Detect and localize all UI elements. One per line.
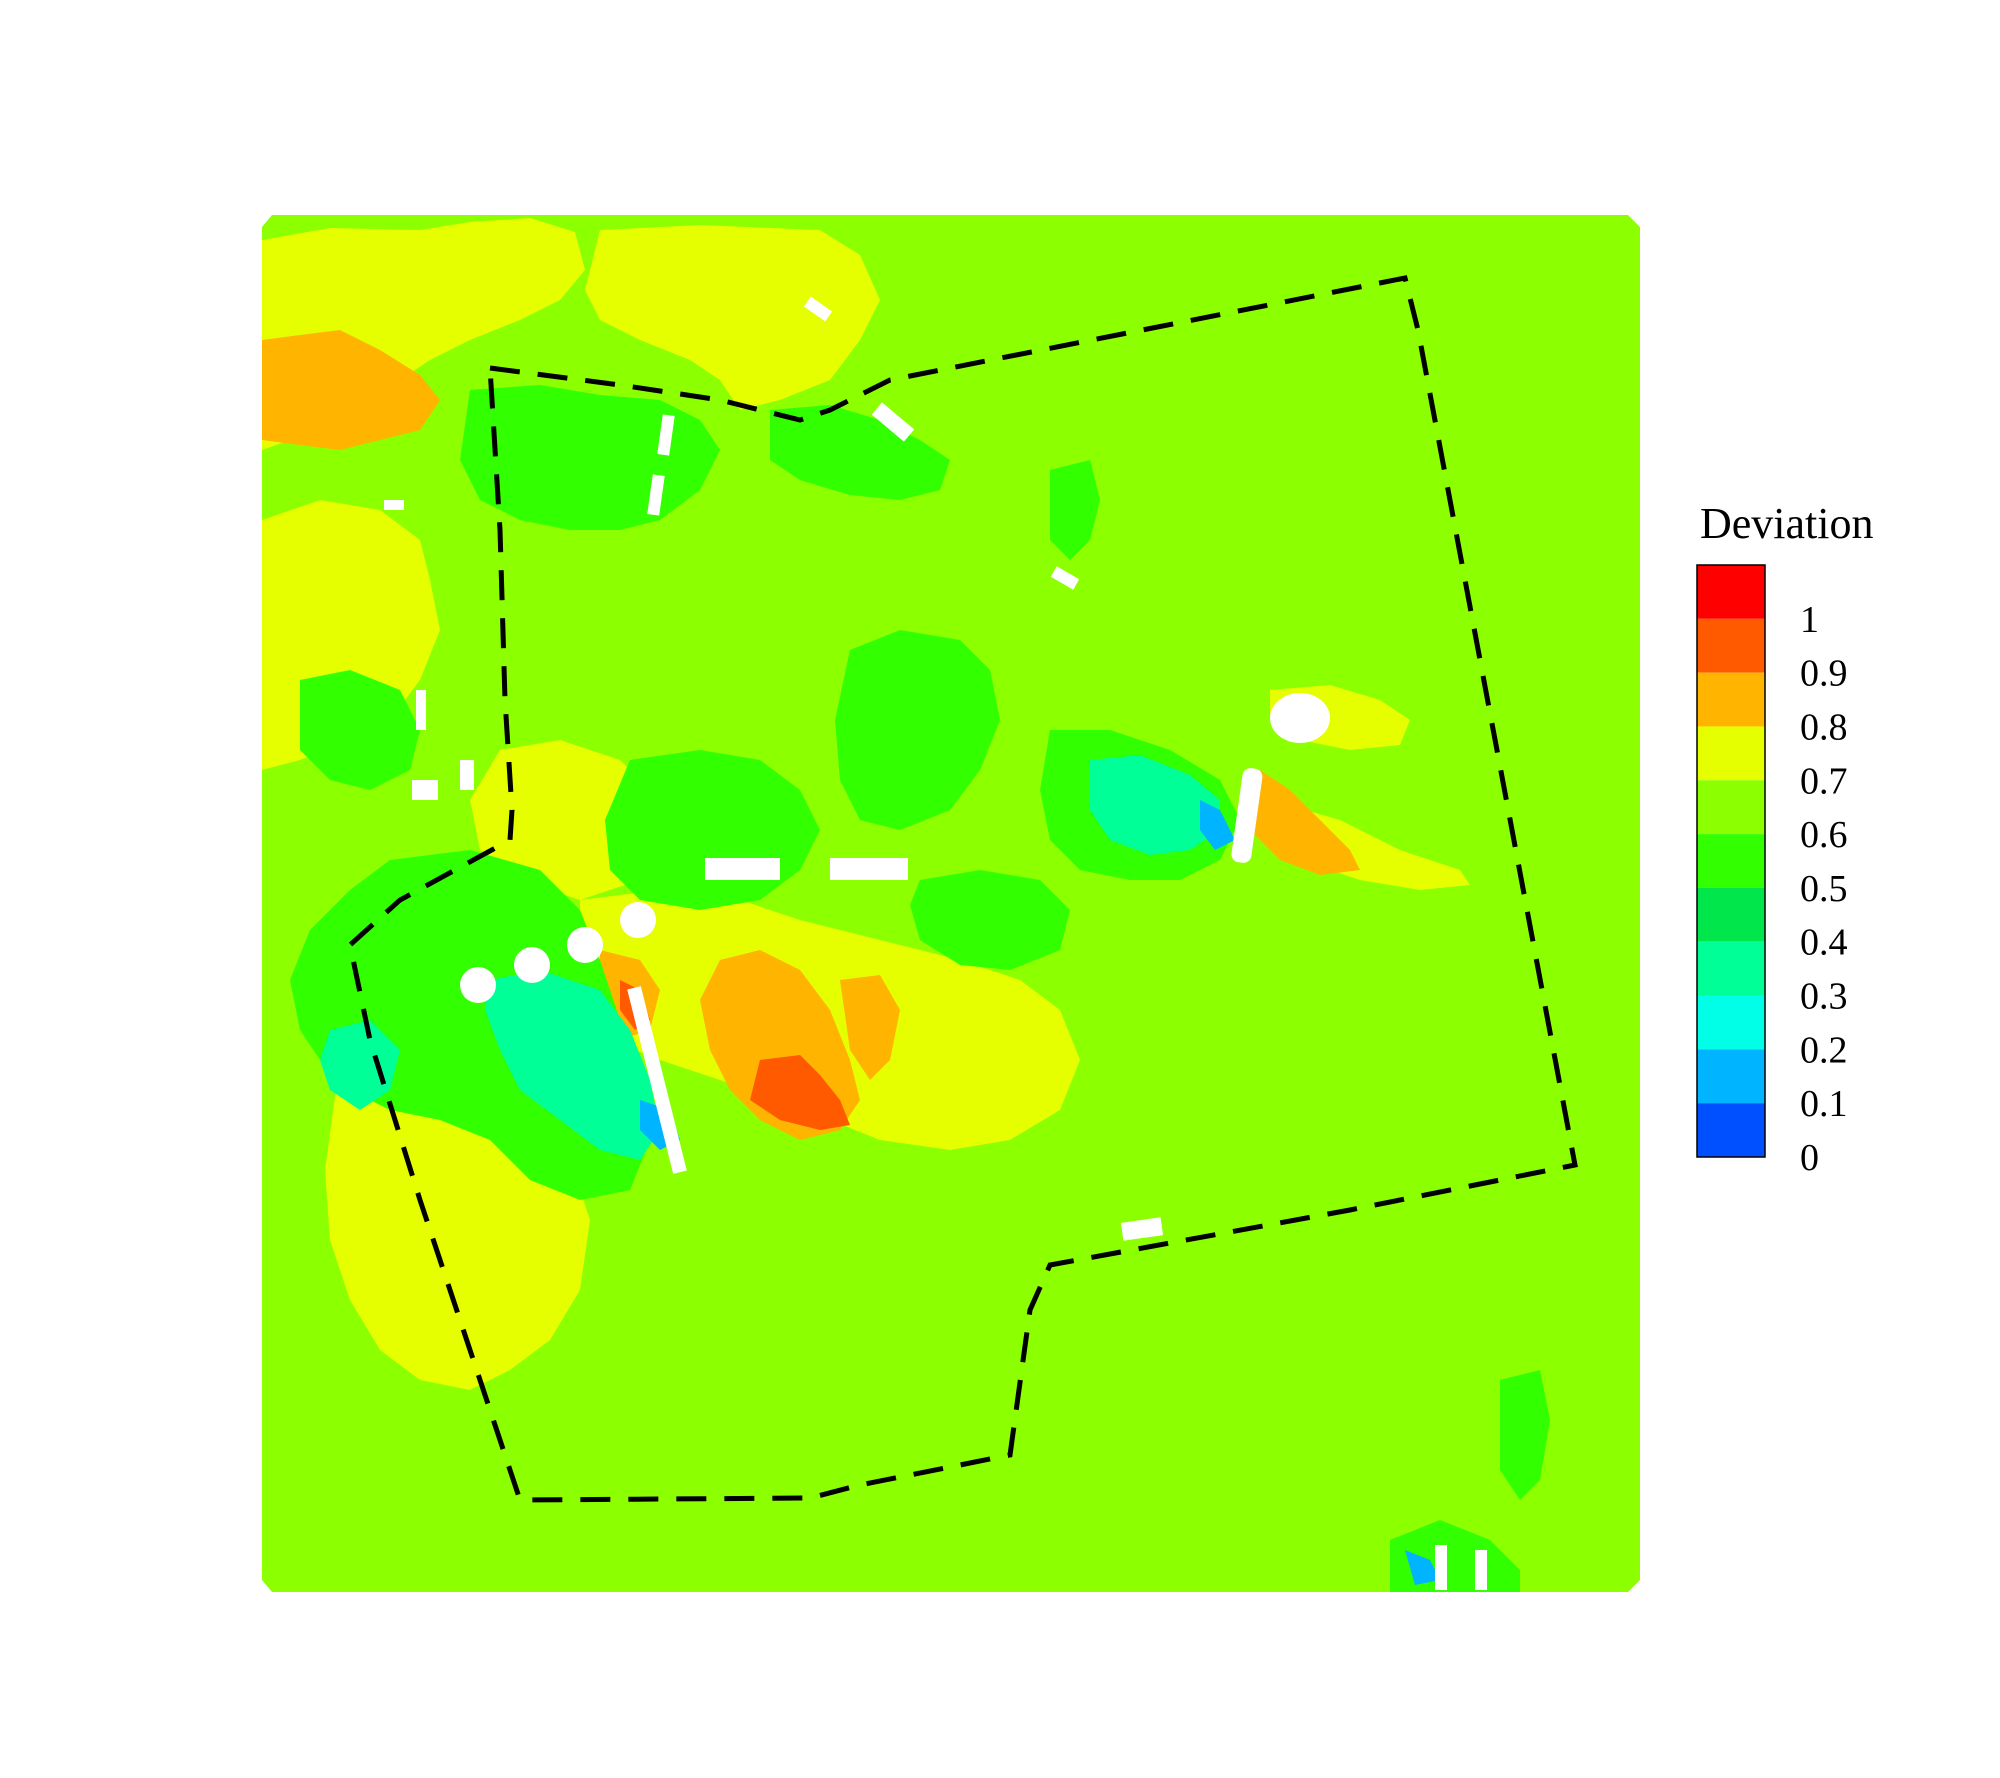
obstacle [647, 474, 665, 516]
colorbar-tick-label: 0.2 [1800, 1029, 1848, 1071]
colorbar-swatch [1697, 672, 1765, 727]
contour-region [1050, 460, 1100, 560]
obstacle [705, 858, 780, 880]
contour-region [1090, 755, 1220, 855]
colorbar-swatch [1697, 618, 1765, 673]
colorbar-swatch [1697, 726, 1765, 781]
contour-region [750, 1055, 850, 1130]
contour-region [300, 670, 420, 790]
colorbar-swatch [1697, 780, 1765, 835]
colorbar-tick-label: 0.6 [1800, 814, 1848, 856]
colorbar-legend: Deviation 1 0.9 0.8 0.7 0.6 0.5 0.4 0.3 0.2 0.1 0 [1696, 499, 1874, 1179]
obstacle [384, 500, 404, 510]
obstacle [1475, 1550, 1487, 1590]
colorbar-tick-label: 0 [1800, 1137, 1819, 1179]
obstacle [620, 902, 656, 938]
colorbar-tick-label: 0.7 [1800, 760, 1848, 802]
colorbar-frame [1696, 564, 1766, 1158]
contour-region [1200, 800, 1235, 850]
obstacle [1270, 693, 1330, 743]
obstacle [871, 402, 915, 442]
contour-region [485, 970, 660, 1160]
colorbar-tick-label: 0.5 [1800, 868, 1848, 910]
obstacle [1231, 768, 1263, 863]
colorbar-tick-label: 0.4 [1800, 922, 1848, 964]
obstacle [803, 296, 833, 322]
contour-region [1245, 770, 1360, 875]
obstacle [1435, 1545, 1447, 1590]
colorbar-swatch [1697, 834, 1765, 888]
colorbar-swatch [1697, 995, 1765, 1050]
contour-region [770, 405, 950, 500]
domain-boundary-dashed [347, 275, 1578, 1503]
contour-level-0.3 [320, 755, 1220, 1160]
colorbar-swatch [1697, 1103, 1765, 1157]
obstacle [830, 858, 908, 880]
obstacle [567, 927, 603, 963]
colorbar-swatch [1697, 1049, 1765, 1104]
obstacle [460, 760, 474, 790]
contour-region [320, 1020, 400, 1110]
colorbar-tick-label: 0.9 [1800, 653, 1848, 695]
contour-region [840, 975, 900, 1080]
colorbar-swatch [1697, 941, 1765, 996]
colorbar-title: Deviation [1700, 499, 1874, 548]
contour-region [262, 330, 440, 450]
obstacle [627, 986, 687, 1174]
contour-region [835, 630, 1000, 830]
obstacle [657, 414, 675, 456]
colorbar-swatch [1697, 887, 1765, 942]
colorbar-tick-label: 0.8 [1800, 706, 1848, 748]
contour-region [1405, 1550, 1440, 1585]
obstacle [1050, 566, 1080, 590]
colorbar-tick-labels: 1 0.9 0.8 0.7 0.6 0.5 0.4 0.3 0.2 0.1 0 [1800, 599, 1848, 1179]
colorbar-tick-label: 1 [1800, 599, 1819, 641]
contour-region [585, 225, 880, 410]
contour-field [262, 215, 1640, 1592]
obstacle [412, 780, 438, 800]
obstacle [416, 690, 426, 730]
colorbar-tick-label: 0.1 [1800, 1083, 1848, 1125]
contour-region [1500, 1370, 1550, 1500]
colorbar-swatches [1697, 565, 1765, 1157]
contour-region [910, 870, 1070, 970]
colorbar-tick-label: 0.3 [1800, 976, 1848, 1018]
obstacle [460, 967, 496, 1003]
obstacles [384, 296, 1487, 1590]
colorbar-swatch [1697, 565, 1765, 619]
obstacle [514, 947, 550, 983]
obstacle [1120, 1217, 1164, 1241]
